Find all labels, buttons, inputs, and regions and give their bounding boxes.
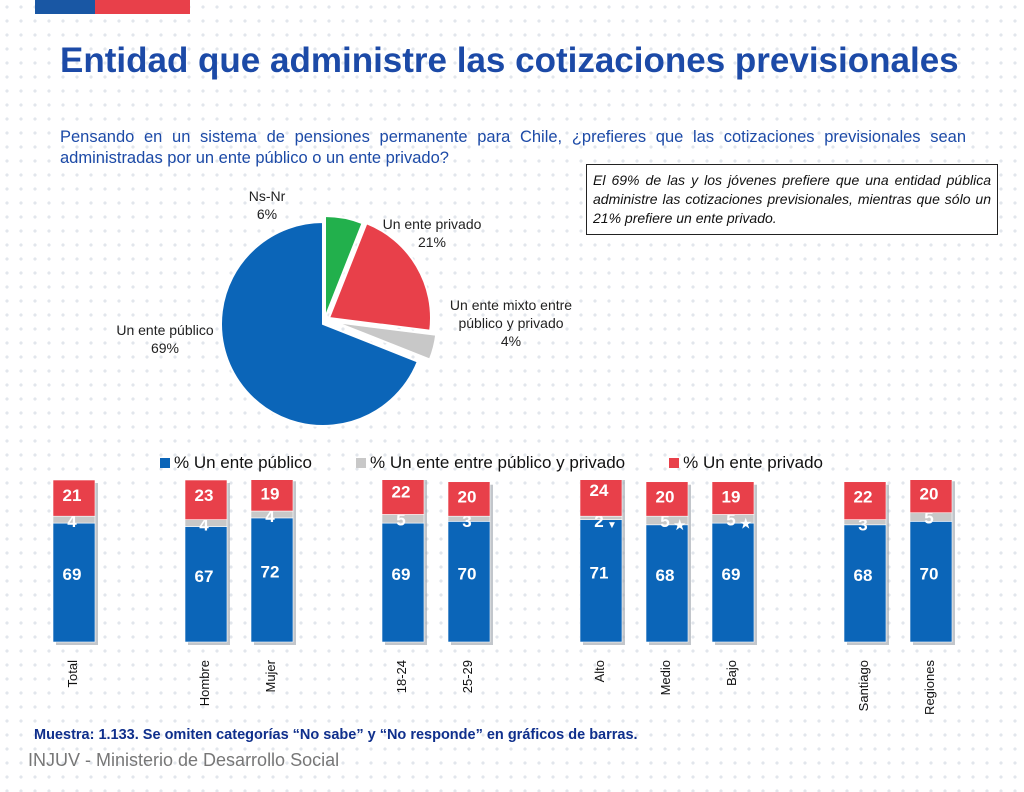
bar-value-public-santiago: 68 (854, 566, 873, 585)
bar-value-mixed-regiones: 5 (924, 509, 933, 528)
category-label-medio: Medio (658, 660, 673, 695)
bar-value-mixed-18-24: 5 (396, 510, 405, 529)
bar-value-public-regiones: 70 (920, 564, 939, 583)
bar-public-18-24 (381, 522, 425, 643)
bar-value-mixed-25-29: 3 (462, 512, 471, 531)
pie-pct-mixed: 4% (501, 333, 521, 349)
bar-value-private-18-24: 22 (392, 483, 411, 502)
significance-marker-alto: ▼ (607, 520, 617, 531)
top-bar-red-segment (95, 0, 190, 14)
bar-value-private-bajo: 19 (722, 488, 741, 507)
bar-value-private-mujer: 19 (261, 484, 280, 503)
bar-public-medio (645, 524, 689, 643)
insight-note-box: El 69% de las y los jóvenes prefiere que… (586, 164, 998, 235)
bar-public-regiones (909, 521, 953, 643)
legend-swatch-public (160, 458, 170, 468)
bar-public-alto (579, 519, 623, 643)
bar-value-mixed-bajo: 5 (726, 510, 735, 529)
bar-value-private-25-29: 20 (458, 488, 477, 507)
bar-private-25-29 (447, 481, 491, 517)
bar-value-mixed-mujer: 4 (265, 507, 275, 526)
category-label-mujer: Mujer (263, 659, 278, 692)
bar-public-total (52, 522, 96, 643)
pie-slice-public (220, 220, 420, 427)
pie-chart: Un ente público 69% Ns-Nr 6% Un ente privado… (116, 188, 572, 427)
legend-item-public: % Un ente público (160, 453, 312, 473)
bar-value-public-hombre: 67 (195, 567, 214, 586)
bar-public-mujer (250, 517, 294, 643)
significance-marker-medio: ★ (673, 517, 686, 534)
pie-pct-private: 21% (418, 234, 446, 250)
bar-private-total (52, 480, 96, 517)
top-bar-blue-segment (35, 0, 95, 14)
bar-value-private-santiago: 22 (854, 488, 873, 507)
category-label-25-29: 25-29 (460, 660, 475, 693)
bar-value-public-18-24: 69 (392, 565, 411, 584)
significance-marker-bajo: ★ (739, 515, 752, 532)
bar-private-mujer (250, 480, 294, 512)
bar-value-mixed-santiago: 3 (858, 516, 867, 535)
page-title: Entidad que administre las cotizaciones … (60, 41, 959, 80)
category-label-santiago: Santiago (856, 660, 871, 711)
bar-chart-legend: % Un ente público % Un ente entre público… (160, 453, 867, 473)
legend-label-private: % Un ente privado (683, 453, 824, 472)
sample-footnote: Muestra: 1.133. Se omiten categorías “No… (34, 727, 638, 743)
bar-value-private-regiones: 20 (920, 484, 939, 503)
legend-swatch-mixed (355, 458, 366, 468)
pie-pct-ns-nr: 6% (257, 206, 277, 222)
bar-value-public-medio: 68 (656, 566, 675, 585)
bar-private-18-24 (381, 480, 425, 515)
bar-private-regiones (909, 480, 953, 514)
stacked-bar-chart: 69421Total67423Hombre72419Mujer6952218-2… (52, 480, 955, 715)
bar-public-25-29 (447, 521, 491, 643)
legend-item-private: % Un ente privado (669, 453, 823, 473)
bar-value-mixed-hombre: 4 (199, 516, 209, 535)
bar-private-alto (579, 480, 623, 517)
category-label-alto: Alto (592, 660, 607, 682)
footer-brand: INJUV - Ministerio de Desarrollo Social (28, 750, 340, 770)
legend-label-public: % Un ente público (174, 453, 312, 472)
pie-label-public: Un ente público (116, 322, 214, 338)
bar-private-santiago (843, 481, 887, 520)
pie-pct-public: 69% (151, 340, 179, 356)
bar-private-bajo (711, 481, 755, 515)
pie-label-mixed: Un ente mixto entre (450, 297, 572, 313)
category-label-total: Total (65, 660, 80, 688)
bar-value-public-alto: 71 (590, 563, 609, 582)
bar-value-private-medio: 20 (656, 488, 675, 507)
bar-value-private-total: 21 (63, 486, 82, 505)
pie-slice-mixed (334, 321, 438, 361)
bar-value-public-25-29: 70 (458, 564, 477, 583)
bar-value-mixed-alto: 2 (594, 512, 603, 531)
legend-swatch-private (669, 458, 680, 468)
category-label-bajo: Bajo (724, 660, 739, 686)
pie-label-ns-nr: Ns-Nr (249, 188, 286, 204)
bar-value-mixed-total: 4 (67, 512, 77, 531)
category-label-hombre: Hombre (197, 660, 212, 706)
bar-private-medio (645, 481, 689, 517)
bar-private-hombre (184, 480, 228, 520)
survey-question: Pensando en un sistema de pensiones perm… (60, 128, 966, 167)
pie-slice-ns-nr (324, 214, 364, 319)
bar-value-private-alto: 24 (590, 481, 609, 500)
category-label-18-24: 18-24 (394, 660, 409, 693)
bar-value-public-bajo: 69 (722, 565, 741, 584)
pie-label-mixed-line2: público y privado (458, 315, 563, 331)
bar-value-private-hombre: 23 (195, 486, 214, 505)
pie-slice-private (327, 221, 432, 332)
bar-value-public-mujer: 72 (261, 562, 280, 581)
bar-value-mixed-medio: 5 (660, 512, 669, 531)
bar-value-public-total: 69 (63, 565, 82, 584)
pie-label-private: Un ente privado (383, 216, 482, 232)
top-color-bar (35, 0, 190, 14)
category-label-regiones: Regiones (922, 660, 937, 715)
legend-label-mixed: % Un ente entre público y privado (369, 453, 626, 472)
legend-item-mixed: % Un ente entre público y privado (355, 453, 626, 473)
